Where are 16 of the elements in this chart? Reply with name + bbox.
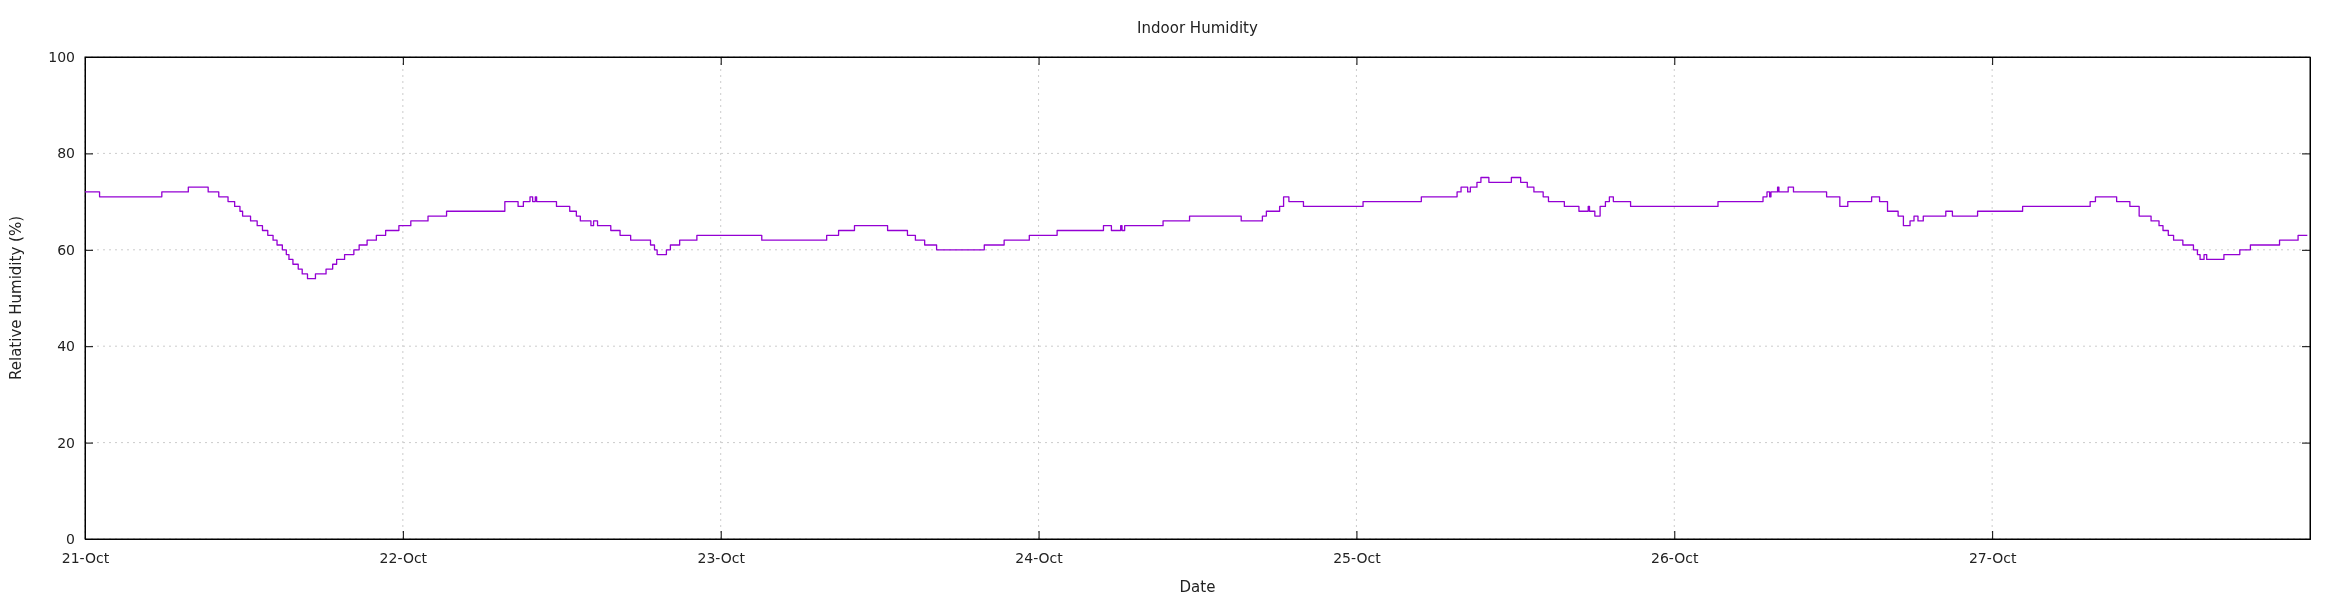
x-tick-label: 24-Oct	[1015, 549, 1064, 566]
x-tick-label: 22-Oct	[379, 549, 428, 566]
y-tick-label: 40	[57, 338, 75, 355]
x-tick-label: 23-Oct	[697, 549, 746, 566]
y-tick-label: 20	[57, 434, 75, 451]
chart-title: Indoor Humidity	[1137, 19, 1258, 37]
y-tick-label: 60	[57, 241, 75, 258]
y-tick-label: 80	[57, 145, 75, 162]
y-axis-title: Relative Humidity (%)	[7, 216, 25, 380]
x-tick-label: 25-Oct	[1333, 549, 1382, 566]
y-tick-label: 0	[66, 530, 75, 547]
x-tick-label: 27-Oct	[1968, 549, 2017, 566]
x-tick-label: 26-Oct	[1651, 549, 1700, 566]
x-axis-title: Date	[1179, 578, 1216, 596]
x-tick-label: 21-Oct	[61, 549, 110, 566]
y-tick-label: 100	[48, 48, 75, 65]
